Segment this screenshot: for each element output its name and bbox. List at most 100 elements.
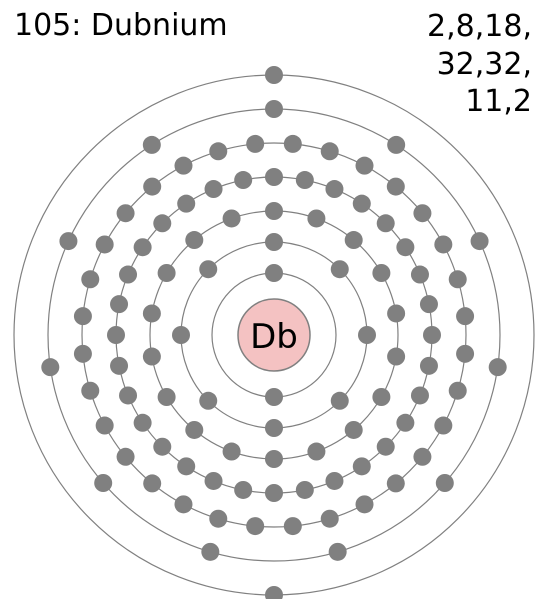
electron bbox=[143, 474, 161, 492]
electron bbox=[74, 345, 92, 363]
atom-svg: Db bbox=[0, 0, 548, 599]
electron bbox=[153, 438, 171, 456]
electron bbox=[265, 450, 283, 468]
electron bbox=[423, 326, 441, 344]
electron bbox=[117, 204, 135, 222]
electron bbox=[199, 260, 217, 278]
electron bbox=[246, 135, 264, 153]
electron bbox=[307, 443, 325, 461]
electron bbox=[331, 392, 349, 410]
electron bbox=[110, 295, 128, 313]
electron bbox=[331, 260, 349, 278]
electron bbox=[96, 417, 114, 435]
electron bbox=[174, 157, 192, 175]
electron bbox=[199, 392, 217, 410]
electron bbox=[81, 382, 99, 400]
electron bbox=[449, 382, 467, 400]
electron bbox=[59, 232, 77, 250]
electron bbox=[234, 481, 252, 499]
electron bbox=[372, 264, 390, 282]
electron bbox=[265, 419, 283, 437]
electron bbox=[265, 233, 283, 251]
electron bbox=[107, 326, 125, 344]
electron bbox=[329, 543, 347, 561]
electron bbox=[185, 231, 203, 249]
electron bbox=[377, 438, 395, 456]
electron bbox=[143, 304, 161, 322]
electron bbox=[265, 100, 283, 118]
electron bbox=[174, 495, 192, 513]
electron bbox=[265, 586, 283, 599]
atom-diagram-container: { "atomic_number": 105, "element_name": … bbox=[0, 0, 548, 599]
electron bbox=[143, 178, 161, 196]
electron bbox=[74, 307, 92, 325]
electron bbox=[296, 171, 314, 189]
electron bbox=[153, 214, 171, 232]
electron bbox=[387, 136, 405, 154]
electron bbox=[134, 414, 152, 432]
electron bbox=[246, 517, 264, 535]
electron bbox=[177, 195, 195, 213]
electron bbox=[296, 481, 314, 499]
electron bbox=[223, 209, 241, 227]
electron bbox=[387, 304, 405, 322]
electron bbox=[471, 232, 489, 250]
electron bbox=[117, 448, 135, 466]
electron bbox=[158, 388, 176, 406]
electron bbox=[345, 231, 363, 249]
electron bbox=[119, 266, 137, 284]
electron bbox=[307, 209, 325, 227]
electron bbox=[434, 417, 452, 435]
electron bbox=[284, 135, 302, 153]
electron bbox=[456, 345, 474, 363]
electron bbox=[356, 495, 374, 513]
electron bbox=[265, 168, 283, 186]
electron bbox=[489, 358, 507, 376]
electron bbox=[413, 448, 431, 466]
electron bbox=[201, 543, 219, 561]
electron bbox=[449, 270, 467, 288]
electron bbox=[177, 457, 195, 475]
electron bbox=[265, 388, 283, 406]
electron bbox=[172, 326, 190, 344]
element-symbol: Db bbox=[250, 317, 298, 357]
electron bbox=[321, 510, 339, 528]
electron bbox=[387, 178, 405, 196]
electron bbox=[353, 457, 371, 475]
electron bbox=[158, 264, 176, 282]
electron bbox=[94, 474, 112, 492]
electron bbox=[345, 421, 363, 439]
electron bbox=[325, 180, 343, 198]
electron bbox=[372, 388, 390, 406]
electron bbox=[134, 238, 152, 256]
electron bbox=[434, 235, 452, 253]
electron bbox=[377, 214, 395, 232]
electron bbox=[265, 484, 283, 502]
electron bbox=[411, 386, 429, 404]
electron bbox=[205, 472, 223, 490]
electron bbox=[81, 270, 99, 288]
electron bbox=[387, 348, 405, 366]
electron bbox=[185, 421, 203, 439]
electron bbox=[321, 142, 339, 160]
electron bbox=[284, 517, 302, 535]
electron bbox=[413, 204, 431, 222]
electron bbox=[353, 195, 371, 213]
electron bbox=[96, 235, 114, 253]
electron bbox=[223, 443, 241, 461]
electron bbox=[456, 307, 474, 325]
electron bbox=[265, 202, 283, 220]
electron bbox=[119, 386, 137, 404]
electron bbox=[420, 357, 438, 375]
electron bbox=[234, 171, 252, 189]
electron bbox=[436, 474, 454, 492]
electron bbox=[265, 66, 283, 84]
electron bbox=[396, 238, 414, 256]
electron bbox=[209, 510, 227, 528]
electron bbox=[420, 295, 438, 313]
electron bbox=[143, 136, 161, 154]
electron bbox=[411, 266, 429, 284]
electron bbox=[205, 180, 223, 198]
electron bbox=[387, 474, 405, 492]
electron bbox=[356, 157, 374, 175]
